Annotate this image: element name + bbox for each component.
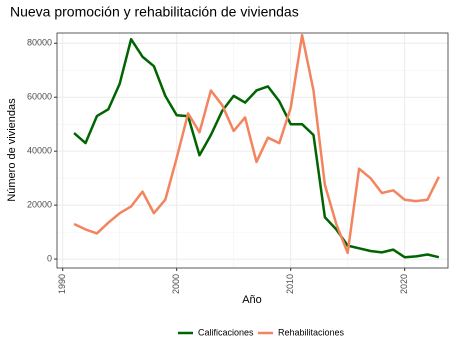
y-tick-label: 20000 [27, 200, 52, 210]
y-tick-label: 40000 [27, 146, 52, 156]
data-line [73, 33, 440, 255]
data-line [73, 37, 440, 259]
legend-label: Calificaciones [198, 327, 254, 337]
x-tick-label: 2020 [399, 274, 409, 294]
x-axis-label: Año [242, 294, 262, 306]
y-tick-label: 80000 [27, 38, 52, 48]
y-tick-label: 0 [47, 253, 52, 263]
legend-label: Rehabilitaciones [278, 327, 345, 337]
x-tick-label: 1990 [57, 274, 67, 294]
x-tick-label: 2000 [171, 274, 181, 294]
chart-title: Nueva promoción y rehabilitación de vivi… [10, 4, 299, 20]
x-tick-label: 2010 [285, 274, 295, 294]
plot-border [56, 32, 449, 269]
y-axis-label: Número de viviendas [6, 98, 18, 202]
y-tick-label: 60000 [27, 92, 52, 102]
